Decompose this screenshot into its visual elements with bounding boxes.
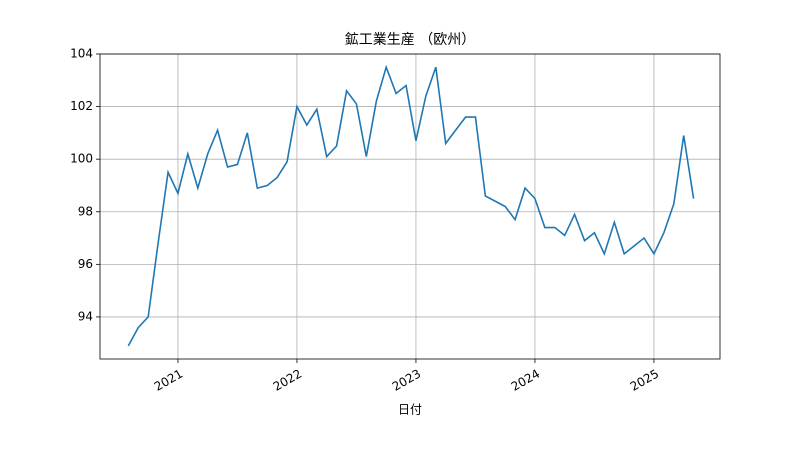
x-tick-label: 2025 [628,367,661,394]
y-tick-label: 96 [78,257,93,271]
x-axis-label: 日付 [398,403,422,417]
x-tick-label: 2024 [509,367,542,394]
y-tick-label: 100 [70,152,93,166]
data-line [127,64,695,347]
x-tick-label: 2022 [271,367,304,394]
y-tick-label: 98 [78,204,93,218]
y-tick-label: 102 [70,99,93,113]
y-tick-label: 104 [70,47,93,61]
chart-title: 鉱工業生産 （欧州） [345,31,475,48]
x-tick-label: 2021 [152,367,185,394]
y-tick-label: 94 [78,309,93,323]
plot-area: 94 96 98 100 102 104 2021 2022 2023 2024 2025 [70,47,720,394]
x-tick-label: 2023 [390,367,423,394]
plot-frame [99,53,721,360]
